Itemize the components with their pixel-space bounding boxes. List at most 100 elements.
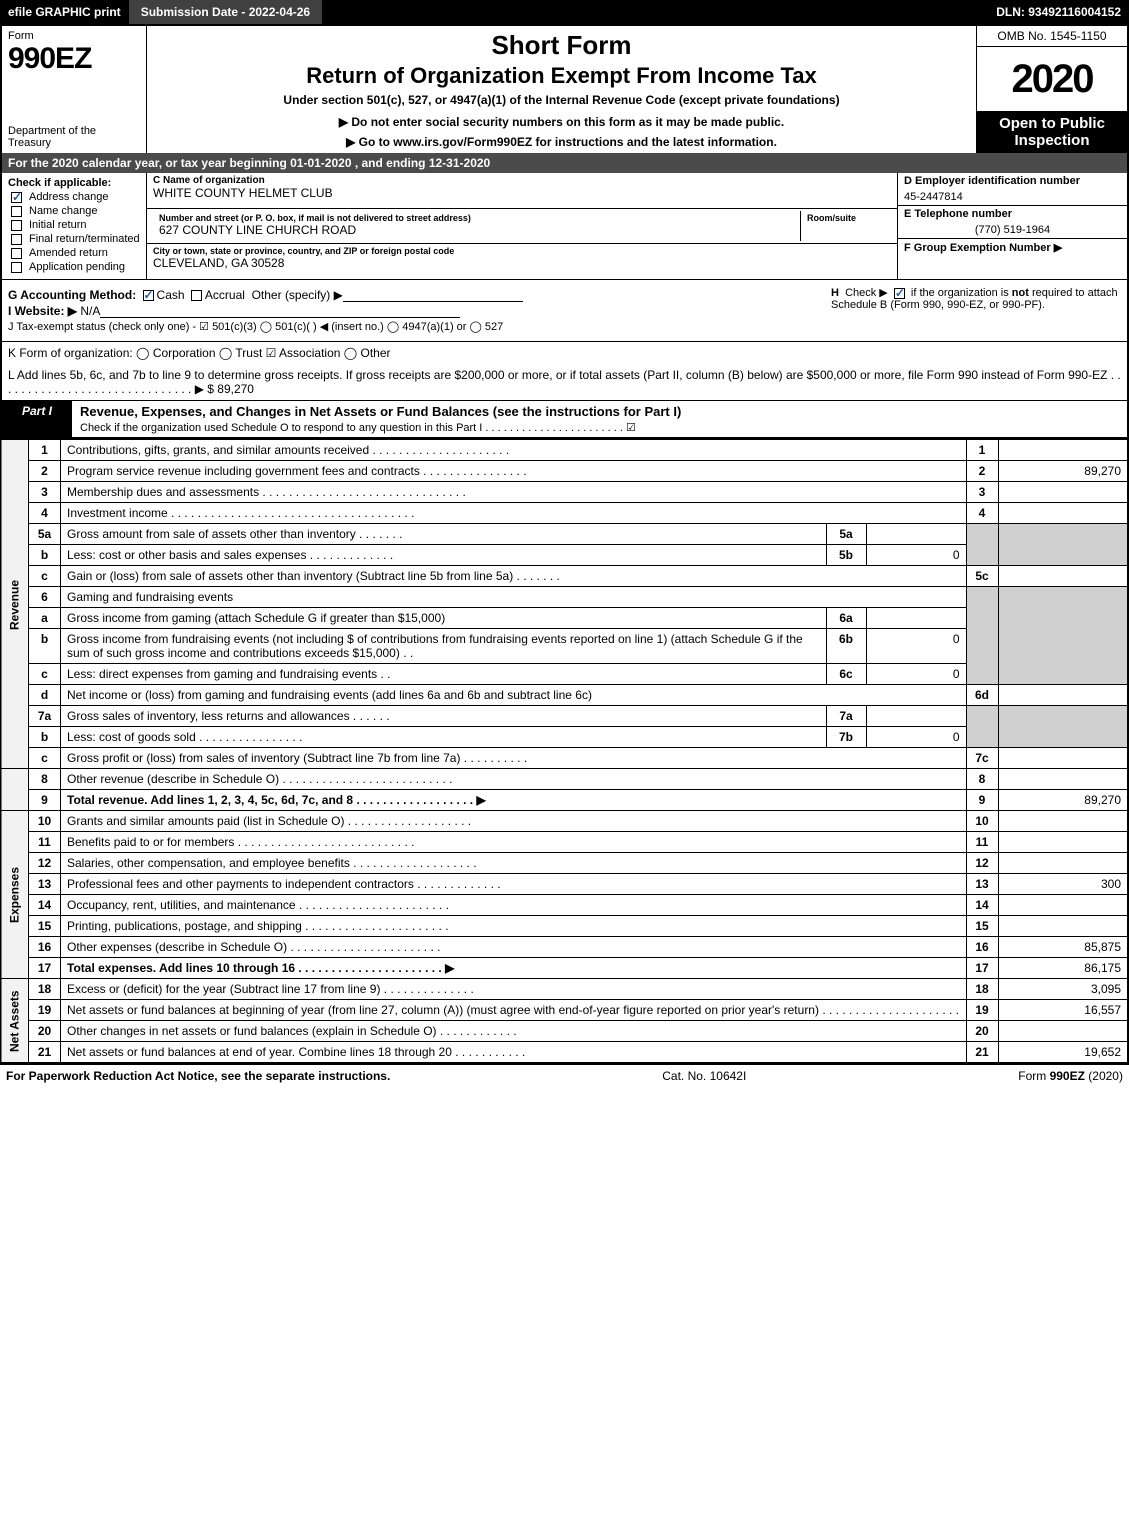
form-header: Form 990EZ Department of the Treasury Sh… — [0, 24, 1129, 153]
b-initial-return[interactable]: Initial return — [8, 219, 140, 231]
table-row: bLess: cost of goods sold . . . . . . . … — [1, 727, 1128, 748]
b-address-change[interactable]: Address change — [8, 191, 140, 203]
checkbox-icon[interactable] — [191, 290, 202, 301]
line-num: 14 — [29, 895, 61, 916]
line-ref: 16 — [966, 937, 998, 958]
b-amended-return[interactable]: Amended return — [8, 247, 140, 259]
line-ref: 4 — [966, 503, 998, 524]
line-desc: Less: direct expenses from gaming and fu… — [61, 664, 827, 685]
page-footer: For Paperwork Reduction Act Notice, see … — [0, 1063, 1129, 1087]
line-ref: 11 — [966, 832, 998, 853]
line-amt — [998, 566, 1128, 587]
line-num: 16 — [29, 937, 61, 958]
c-city-label: City or town, state or province, country… — [153, 246, 891, 256]
c-address-row: Number and street (or P. O. box, if mail… — [147, 209, 897, 245]
footer-right: Form 990EZ (2020) — [1018, 1069, 1123, 1083]
g-accrual: Accrual — [205, 288, 245, 302]
e-tel-value: (770) 519-1964 — [898, 222, 1127, 238]
omb-number: OMB No. 1545-1150 — [977, 26, 1127, 47]
line-desc: Salaries, other compensation, and employ… — [61, 853, 967, 874]
line-desc: Gross profit or (loss) from sales of inv… — [61, 748, 967, 769]
table-row: 3Membership dues and assessments . . . .… — [1, 482, 1128, 503]
table-row: 4Investment income . . . . . . . . . . .… — [1, 503, 1128, 524]
line-amt — [998, 895, 1128, 916]
line-num: 20 — [29, 1021, 61, 1042]
line-desc: Less: cost of goods sold . . . . . . . .… — [61, 727, 827, 748]
line-num: 13 — [29, 874, 61, 895]
table-row: bLess: cost or other basis and sales exp… — [1, 545, 1128, 566]
b-item-label: Address change — [29, 191, 109, 203]
line-ref: 20 — [966, 1021, 998, 1042]
b-application-pending[interactable]: Application pending — [8, 261, 140, 273]
open-to-public: Open to Public Inspection — [977, 111, 1127, 153]
table-row: cGain or (loss) from sale of assets othe… — [1, 566, 1128, 587]
line-num: b — [29, 727, 61, 748]
table-row: 8Other revenue (describe in Schedule O) … — [1, 769, 1128, 790]
line-amt: 16,557 — [998, 1000, 1128, 1021]
line-amt — [998, 503, 1128, 524]
sub-val — [866, 608, 966, 629]
table-row: cLess: direct expenses from gaming and f… — [1, 664, 1128, 685]
line-desc: Net income or (loss) from gaming and fun… — [61, 685, 967, 706]
checkbox-icon[interactable] — [11, 262, 22, 273]
checkbox-icon[interactable] — [11, 234, 22, 245]
grey-cell — [966, 706, 998, 748]
sub-num: 6a — [826, 608, 866, 629]
line-num: 1 — [29, 440, 61, 461]
table-row: 16Other expenses (describe in Schedule O… — [1, 937, 1128, 958]
checkbox-icon[interactable] — [11, 192, 22, 203]
line-ref: 5c — [966, 566, 998, 587]
checkbox-icon[interactable] — [11, 206, 22, 217]
table-row: cGross profit or (loss) from sales of in… — [1, 748, 1128, 769]
sub-num: 6b — [826, 629, 866, 664]
line-ref: 9 — [966, 790, 998, 811]
line-num: 6 — [29, 587, 61, 608]
b-item-label: Name change — [29, 205, 98, 217]
checkbox-icon[interactable] — [11, 220, 22, 231]
i-label: I Website: ▶ — [8, 304, 77, 318]
line-ref: 17 — [966, 958, 998, 979]
sub-val — [866, 706, 966, 727]
line-num: 18 — [29, 979, 61, 1000]
efile-label: efile GRAPHIC print — [0, 0, 129, 24]
line-amt — [998, 811, 1128, 832]
b-name-change[interactable]: Name change — [8, 205, 140, 217]
line-amt: 85,875 — [998, 937, 1128, 958]
expenses-sidelabel: Expenses — [1, 811, 29, 979]
line-amt — [998, 748, 1128, 769]
line-num: d — [29, 685, 61, 706]
line-num: a — [29, 608, 61, 629]
line-desc: Gross income from gaming (attach Schedul… — [61, 608, 827, 629]
footer-left: For Paperwork Reduction Act Notice, see … — [6, 1069, 390, 1083]
form-word: Form — [8, 30, 140, 42]
checkbox-icon[interactable] — [894, 288, 905, 299]
line-desc: Professional fees and other payments to … — [61, 874, 967, 895]
line-desc: Grants and similar amounts paid (list in… — [61, 811, 967, 832]
g-other-line — [343, 288, 523, 302]
table-row: 12Salaries, other compensation, and empl… — [1, 853, 1128, 874]
line-desc: Membership dues and assessments . . . . … — [61, 482, 967, 503]
def-column: D Employer identification number 45-2447… — [897, 173, 1127, 279]
checkbox-icon[interactable] — [11, 248, 22, 259]
line-amt: 3,095 — [998, 979, 1128, 1000]
short-form-title: Short Form — [155, 30, 968, 61]
footer-mid: Cat. No. 10642I — [662, 1069, 746, 1083]
table-row: Revenue 1Contributions, gifts, grants, a… — [1, 440, 1128, 461]
line-desc: Gross income from fundraising events (no… — [61, 629, 827, 664]
f-group-label: F Group Exemption Number ▶ — [898, 238, 1127, 256]
goto-link[interactable]: ▶ Go to www.irs.gov/Form990EZ for instru… — [155, 135, 968, 149]
line-num: 3 — [29, 482, 61, 503]
line-amt — [998, 685, 1128, 706]
line-num: 10 — [29, 811, 61, 832]
line-amt — [998, 853, 1128, 874]
grey-cell — [966, 524, 998, 566]
line-ref: 14 — [966, 895, 998, 916]
line-num: 8 — [29, 769, 61, 790]
line-ref: 19 — [966, 1000, 998, 1021]
g-other: Other (specify) ▶ — [252, 288, 343, 302]
b-final-return[interactable]: Final return/terminated — [8, 233, 140, 245]
g-accounting: G Accounting Method: Cash Accrual Other … — [8, 288, 823, 302]
checkbox-icon[interactable] — [143, 290, 154, 301]
line-desc: Benefits paid to or for members . . . . … — [61, 832, 967, 853]
line-num: b — [29, 545, 61, 566]
